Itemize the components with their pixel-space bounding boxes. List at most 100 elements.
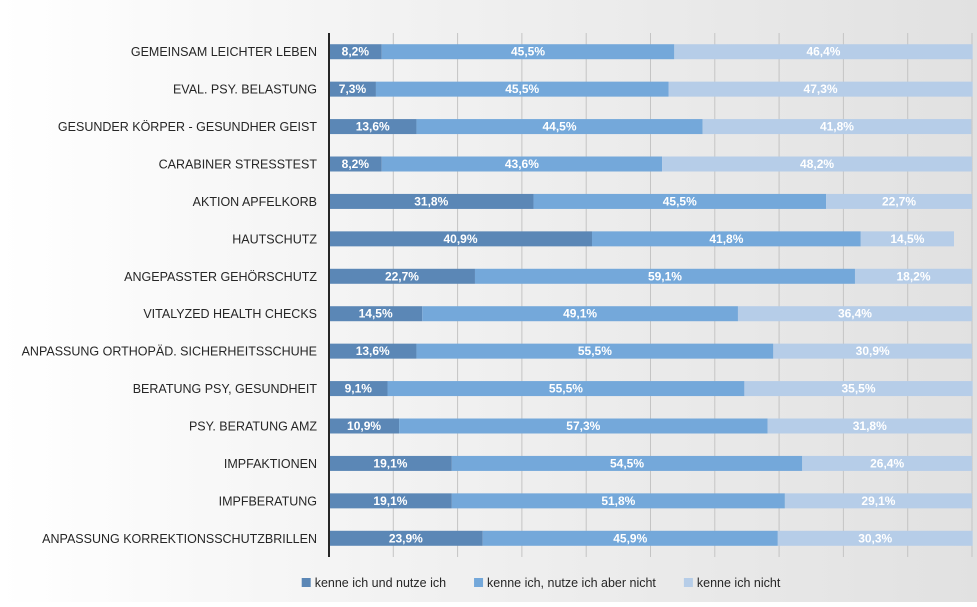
category-label: ANPASSUNG ORTHOPÄD. SICHERHEITSSCHUHE <box>22 345 317 359</box>
bar-segment <box>784 493 972 509</box>
category-label: ANPASSUNG KORREKTIONSSCHUTZBRILLEN <box>42 532 317 546</box>
bar-segment <box>329 343 417 359</box>
bar-segment <box>668 81 973 97</box>
category-label: AKTION APFELKORB <box>193 195 317 209</box>
bar-segment <box>329 493 452 509</box>
data-label: 47,3% <box>804 82 838 96</box>
gridlines <box>392 33 973 557</box>
legend-label: kenne ich nicht <box>697 576 781 590</box>
data-label: 55,5% <box>578 344 612 358</box>
bar-segment <box>744 381 973 397</box>
data-label: 19,1% <box>373 494 407 508</box>
category-label: HAUTSCHUTZ <box>232 232 317 246</box>
data-label: 8,2% <box>342 45 370 59</box>
data-label: 9,1% <box>345 382 373 396</box>
data-label: 8,2% <box>342 157 370 171</box>
data-label: 36,4% <box>838 307 872 321</box>
data-label: 35,5% <box>841 382 875 396</box>
data-label: 30,9% <box>856 344 890 358</box>
legend-swatch <box>301 578 311 587</box>
legend-swatch <box>474 578 484 587</box>
data-label: 19,1% <box>373 456 407 470</box>
legend-label: kenne ich und nutze ich <box>315 576 446 590</box>
bar-segment <box>375 81 669 97</box>
bar-segment <box>737 306 972 322</box>
bar-segment <box>381 44 675 60</box>
bar-segment <box>591 231 861 247</box>
bar-segment <box>329 268 475 284</box>
data-label: 41,8% <box>709 232 743 246</box>
category-label: BERATUNG PSY, GESUNDHEIT <box>133 382 318 396</box>
data-label: 41,8% <box>820 120 854 134</box>
category-label: IMPFBERATUNG <box>219 494 317 508</box>
data-label: 45,5% <box>663 194 697 208</box>
data-label: 26,4% <box>870 456 904 470</box>
bar-segment <box>329 81 376 97</box>
bar-segment <box>482 530 778 546</box>
category-label: GESUNDER KÖRPER - GESUNDHER GEIST <box>58 120 317 134</box>
bar-segment <box>826 193 972 209</box>
bar-segment <box>416 343 774 359</box>
legend: kenne ich und nutze ich kenne ich, nutze … <box>301 576 781 590</box>
data-label: 57,3% <box>566 419 600 433</box>
bar-segment <box>451 455 803 471</box>
bar-segment <box>702 119 972 135</box>
bar-segment <box>399 418 768 434</box>
data-label: 46,4% <box>806 45 840 59</box>
bars: 8,2% 45,5% 46,4% 7,3% 45,5% 47,3% 13,6% 44,5% 41… <box>329 44 973 546</box>
bar-segment <box>329 44 382 60</box>
data-label: 13,6% <box>356 344 390 358</box>
data-label: 44,5% <box>542 120 576 134</box>
bar-segment <box>329 530 483 546</box>
data-label: 30,3% <box>858 531 892 545</box>
bar-segment <box>854 268 972 284</box>
bar-segment <box>767 418 972 434</box>
data-label: 7,3% <box>339 82 367 96</box>
bar-segment <box>387 381 745 397</box>
legend-item: kenne ich nicht <box>683 576 781 590</box>
data-label: 14,5% <box>359 307 393 321</box>
bar-segment <box>802 455 972 471</box>
category-label: IMPFAKTIONEN <box>224 457 317 471</box>
bar-segment <box>329 455 452 471</box>
data-label: 18,2% <box>896 269 930 283</box>
bar-segment <box>777 530 973 546</box>
data-label: 10,9% <box>347 419 381 433</box>
bar-segment <box>674 44 973 60</box>
data-label: 22,7% <box>385 269 419 283</box>
bar-segment <box>416 119 703 135</box>
data-label: 13,6% <box>356 120 390 134</box>
data-label: 45,9% <box>613 531 647 545</box>
bar-segment <box>329 381 388 397</box>
legend-item: kenne ich und nutze ich <box>301 576 446 590</box>
bar-segment <box>329 231 592 247</box>
data-label: 55,5% <box>549 382 583 396</box>
data-label: 59,1% <box>648 269 682 283</box>
bar-segment <box>329 193 534 209</box>
legend-swatch <box>683 578 693 587</box>
data-label: 43,6% <box>505 157 539 171</box>
data-label: 45,5% <box>505 82 539 96</box>
data-label: 48,2% <box>800 157 834 171</box>
bar-segment <box>422 306 738 322</box>
data-label: 49,1% <box>563 307 597 321</box>
data-label: 22,7% <box>882 194 916 208</box>
data-label: 45,5% <box>511 45 545 59</box>
bar-segment <box>329 418 400 434</box>
data-label: 54,5% <box>610 456 644 470</box>
bar-segment <box>662 156 972 172</box>
category-label: EVAL. PSY. BELASTUNG <box>173 83 317 97</box>
category-label: PSY. BERATUNG AMZ <box>189 420 317 434</box>
category-label: VITALYZED HEALTH CHECKS <box>143 307 317 321</box>
bar-segment <box>451 493 785 509</box>
category-labels: GEMEINSAM LEICHTER LEBEN EVAL. PSY. BELAS… <box>22 45 318 546</box>
bar-segment <box>329 119 417 135</box>
category-label: ANGEPASSTER GEHÖRSCHUTZ <box>124 270 317 284</box>
data-label: 31,8% <box>414 194 448 208</box>
category-label: CARABINER STRESSTEST <box>159 158 318 172</box>
data-label: 31,8% <box>853 419 887 433</box>
data-label: 40,9% <box>443 232 477 246</box>
data-label: 29,1% <box>861 494 895 508</box>
